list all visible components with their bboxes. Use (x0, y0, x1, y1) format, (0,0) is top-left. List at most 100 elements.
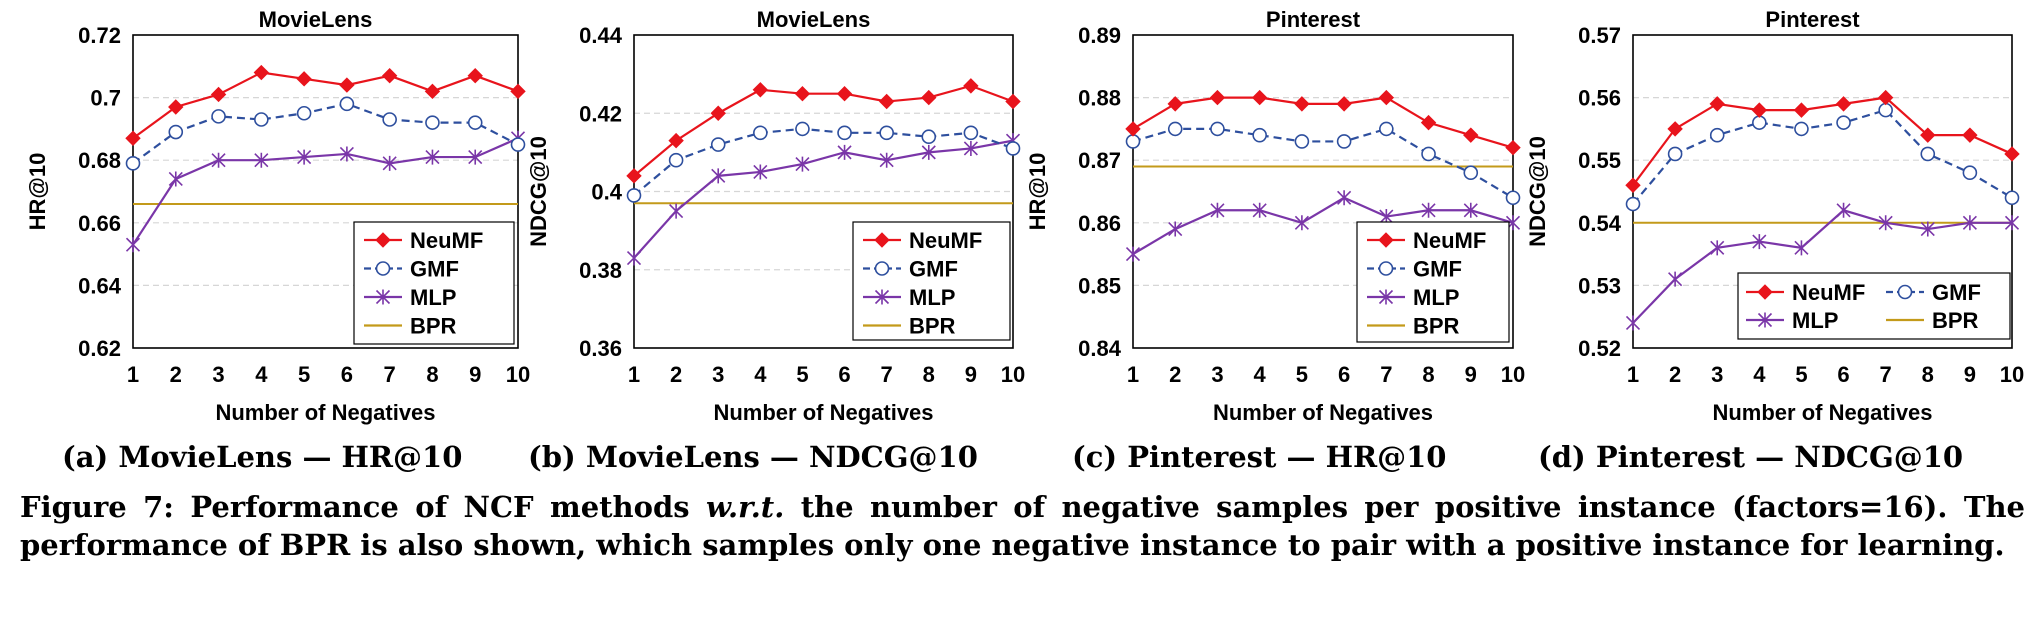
data-point (1793, 102, 1810, 118)
data-point (1210, 202, 1225, 218)
data-point-shape (921, 144, 936, 160)
legend-label: GMF (410, 257, 459, 282)
x-tick-label: 2 (670, 362, 682, 387)
data-point (467, 115, 483, 130)
series-mlp (1625, 202, 2020, 331)
data-point-shape (1252, 127, 1267, 143)
series-line (132, 137, 519, 246)
data-point (510, 83, 526, 100)
x-tick-label: 5 (298, 362, 310, 387)
data-point-shape (668, 132, 684, 149)
data-point-shape (1463, 127, 1479, 143)
y-tick-label: 0.53 (1578, 273, 1621, 298)
series-line (633, 84, 1014, 177)
data-point-shape (878, 93, 895, 110)
data-point-shape (1709, 127, 1725, 143)
data-point-shape (1794, 121, 1809, 137)
legend-label: GMF (909, 257, 958, 282)
legend-label: NeuMF (410, 228, 483, 253)
y-axis-label: HR@10 (25, 153, 50, 231)
data-point (1794, 121, 1809, 137)
y-tick-label: 0.88 (1078, 86, 1121, 111)
series-gmf (1625, 102, 2020, 212)
legend-marker (1378, 232, 1394, 248)
data-point-shape (1877, 89, 1894, 106)
data-point (1463, 202, 1478, 218)
data-point (382, 112, 397, 127)
chart-title: Pinterest (1266, 7, 1361, 32)
x-tick-label: 6 (1837, 362, 1849, 387)
subcaption-d: (d) Pinterest — NDCG@10 (1538, 440, 1964, 474)
x-tick-label: 3 (1211, 362, 1223, 387)
x-tick-label: 8 (923, 362, 935, 387)
series-line (633, 127, 1014, 197)
data-point-shape (168, 124, 184, 140)
x-axis-label: Number of Negatives (215, 400, 435, 425)
data-point (963, 125, 979, 141)
legend-item-mlp: MLP (863, 285, 955, 310)
data-point-shape (837, 125, 852, 141)
data-point-shape (1421, 146, 1436, 162)
data-point-shape (1463, 202, 1478, 218)
series-line (1132, 96, 1514, 149)
data-point-shape (921, 129, 937, 145)
data-point (510, 137, 526, 152)
x-tick-label: 3 (212, 362, 224, 387)
series-neumf (1125, 89, 1521, 156)
series-neumf (125, 64, 526, 146)
data-point-shape (1125, 246, 1141, 262)
legend-label: BPR (1932, 308, 1979, 333)
chart-panel-1: 0.62 0.64 0.66 0.68 0.7 0.72 1 2 3 4 5 6 7 8 9 10 MovieL… (25, 7, 530, 425)
legend-marker-shape (375, 289, 391, 305)
chart-panel-3: 0.84 0.85 0.86 0.87 0.88 0.89 1 2 3 4 5 6 7 8 9 10 Pinte… (1025, 7, 1525, 425)
data-point-shape (296, 105, 312, 121)
x-tick-label: 7 (1880, 362, 1892, 387)
series-gmf (1125, 121, 1521, 206)
x-tick-label: 6 (1338, 362, 1350, 387)
data-point-shape (710, 105, 726, 121)
legend-marker-shape (1378, 232, 1394, 248)
data-point-shape (1336, 96, 1352, 112)
data-point (425, 115, 440, 130)
series-line (1132, 196, 1514, 256)
data-point (1294, 134, 1310, 149)
data-point (381, 67, 398, 84)
data-point-shape (1505, 139, 1521, 156)
legend-item-gmf: GMF (1886, 280, 1981, 305)
legend-item-neumf: NeuMF (1367, 228, 1486, 253)
data-point (837, 125, 852, 141)
data-point-shape (1420, 114, 1437, 131)
data-point-shape (1167, 121, 1183, 137)
data-point-shape (254, 112, 269, 127)
x-tick-label: 2 (1669, 362, 1681, 387)
y-axis-label: NDCG@10 (1525, 136, 1550, 247)
data-point (1336, 134, 1352, 149)
data-point-shape (467, 67, 483, 84)
legend-label: MLP (909, 285, 955, 310)
data-point-shape (1920, 127, 1936, 143)
x-tick-label: 6 (341, 362, 353, 387)
data-point (2004, 146, 2020, 162)
legend-label: NeuMF (1413, 228, 1486, 253)
legend-label: NeuMF (909, 228, 982, 253)
data-point (879, 152, 894, 168)
data-point (1251, 89, 1268, 106)
legend-item-bpr: BPR (1367, 314, 1460, 339)
y-tick-label: 0.54 (1578, 211, 1622, 236)
legend-marker (874, 261, 890, 276)
data-point-shape (1251, 89, 1268, 106)
x-axis-label: Number of Negatives (1213, 400, 1433, 425)
legend-label: BPR (909, 314, 956, 339)
data-point (1005, 93, 1021, 110)
data-point-shape (879, 125, 894, 141)
data-point-shape (1209, 89, 1226, 106)
data-point (1336, 96, 1352, 112)
data-point (1835, 96, 1852, 112)
data-point (626, 188, 642, 203)
legend-item-neumf: NeuMF (863, 228, 982, 253)
plot-frame (132, 34, 519, 349)
series-line (132, 71, 519, 140)
data-point-shape (1836, 115, 1851, 130)
y-tick-label: 0.55 (1578, 148, 1621, 173)
legend-item-bpr: BPR (364, 314, 457, 339)
